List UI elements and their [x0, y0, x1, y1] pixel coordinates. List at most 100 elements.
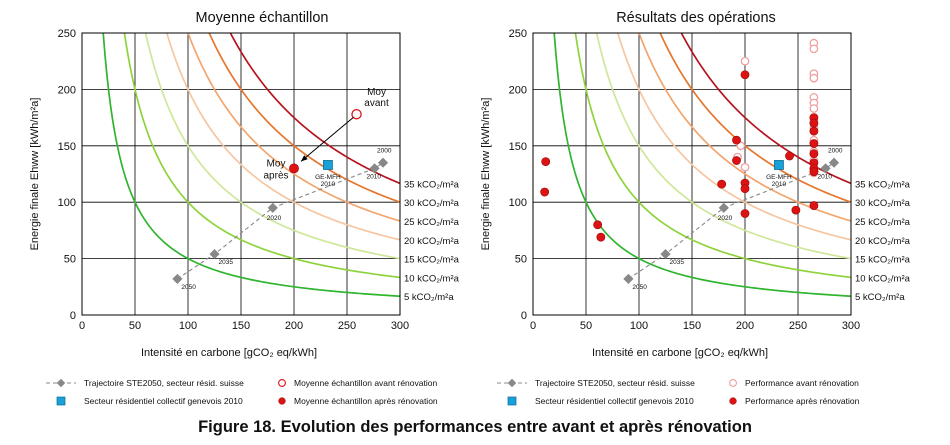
chart-title: Moyenne échantillon	[195, 10, 328, 26]
after-point	[809, 167, 819, 177]
iso-label-5: 5 kCO₂/m²a	[855, 292, 905, 303]
chart-1: Moyenne échantillon 5 kCO₂/m²a 10 kCO₂/m²a…	[29, 10, 460, 406]
trajectory-point	[820, 163, 831, 174]
legend-before-marker	[729, 379, 737, 387]
after-point	[596, 232, 606, 242]
x-tick-label: 300	[842, 320, 860, 332]
legend-after-marker	[278, 397, 286, 405]
iso-curve-5	[102, 33, 400, 298]
y-tick-label: 250	[58, 28, 76, 40]
after-point	[785, 151, 794, 161]
x-tick-label: 50	[580, 320, 592, 332]
trajectory-point	[718, 202, 729, 213]
iso-label-30: 30 kCO₂/m²a	[855, 198, 911, 209]
trajectory-year-label: 2010	[367, 173, 382, 180]
iso-curve-20	[165, 33, 400, 241]
before-point	[809, 73, 819, 83]
annotation-arrow	[300, 116, 354, 162]
annotation-moy-avant: Moy	[367, 87, 386, 98]
after-point	[717, 179, 727, 189]
y-tick-label: 100	[58, 197, 76, 209]
legend-trajectory-label: Trajectoire STE2050, secteur résid. suis…	[535, 378, 695, 388]
figure-caption: Figure 18. Evolution des performances en…	[198, 418, 752, 436]
x-tick-label: 200	[285, 320, 303, 332]
trajectory-point	[369, 163, 380, 174]
iso-label-15: 15 kCO₂/m²a	[855, 255, 911, 266]
trajectory-year-label: 2035	[670, 259, 685, 266]
iso-curve-15	[144, 33, 400, 260]
before-point	[351, 108, 362, 120]
legend-trajectory-marker	[56, 378, 66, 388]
gridlines	[533, 33, 851, 315]
trajectory-year-label: 2020	[267, 215, 282, 222]
trajectory-point	[828, 157, 840, 168]
after-point	[809, 201, 819, 210]
after-point	[289, 163, 299, 174]
after-point	[732, 156, 741, 165]
iso-curve-15	[595, 33, 851, 260]
iso-curve-20	[616, 33, 851, 241]
y-tick-label: 50	[64, 254, 76, 266]
after-point	[732, 135, 741, 145]
legend-before-label: Performance avant rénovation	[745, 378, 859, 388]
y-tick-label: 0	[521, 310, 527, 322]
chart-title: Résultats des opérations	[616, 10, 776, 26]
y-axis-label: Energie finale Ehww [kWh/m²a]	[29, 98, 41, 251]
trajectory-point	[660, 248, 671, 260]
trajectory-year-label: 2035	[219, 259, 234, 266]
after-point	[740, 209, 750, 218]
trajectory-point	[172, 273, 183, 284]
after-point	[541, 157, 551, 166]
trajectory-year-label: 2020	[718, 215, 733, 222]
iso-curve-25	[187, 33, 400, 222]
iso-label-25: 25 kCO₂/m²a	[855, 217, 911, 228]
iso-curve-30	[208, 33, 400, 204]
x-tick-label: 0	[79, 320, 85, 332]
after-point	[540, 187, 550, 197]
iso-curve-30	[659, 33, 851, 204]
iso-label-5: 5 kCO₂/m²a	[404, 292, 454, 303]
iso-curve-10	[123, 33, 400, 279]
x-axis-label: Intensité en carbone [gCO₂ eq/kWh]	[141, 347, 317, 359]
x-tick-label: 250	[789, 320, 807, 332]
y-axis-label: Energie finale Ehww [kWh/m²a]	[480, 98, 492, 251]
y-tick-label: 0	[70, 310, 76, 322]
iso-label-15: 15 kCO₂/m²a	[404, 255, 460, 266]
y-tick-label: 50	[515, 254, 527, 266]
legend: Trajectoire STE2050, secteur résid. suis…	[497, 378, 860, 406]
legend-trajectory-label: Trajectoire STE2050, secteur résid. suis…	[84, 378, 244, 388]
iso-label-10: 10 kCO₂/m²a	[855, 273, 911, 284]
legend-ge-mfh-marker	[56, 396, 66, 406]
before-point	[740, 162, 750, 172]
legend-before-label: Moyenne échantillon avant rénovation	[294, 378, 437, 388]
y-tick-label: 250	[509, 28, 527, 40]
x-tick-label: 100	[179, 320, 197, 332]
after-point	[593, 220, 603, 230]
x-tick-label: 250	[338, 320, 356, 332]
gridlines	[82, 33, 400, 315]
after-point	[791, 205, 801, 215]
trajectory-year-label: 2000	[828, 148, 843, 155]
before-point	[736, 141, 746, 151]
x-tick-label: 200	[736, 320, 754, 332]
trajectory-point	[623, 273, 634, 284]
iso-label-20: 20 kCO₂/m²a	[855, 236, 911, 247]
legend-after-label: Performance après rénovation	[745, 396, 860, 406]
ge-mfh-marker	[323, 160, 333, 170]
iso-label-30: 30 kCO₂/m²a	[404, 198, 460, 209]
y-tick-label: 100	[509, 197, 527, 209]
annotation-moy-avant: avant	[364, 98, 389, 109]
ge-mfh-label: 2010	[772, 181, 787, 188]
iso-label-35: 35 kCO₂/m²a	[404, 179, 460, 190]
ge-mfh-marker	[774, 160, 784, 170]
after-point	[809, 126, 819, 136]
legend-ge-mfh-label: Secteur résidentiel collectif genevois 2…	[535, 396, 694, 406]
ge-mfh-label: GE-MFH	[766, 174, 792, 181]
y-tick-label: 150	[58, 141, 76, 153]
annotation-moy-apres: Moy	[267, 158, 286, 169]
after-point	[740, 70, 750, 80]
legend-after-marker	[729, 397, 737, 405]
annotation-arrowhead	[301, 155, 308, 162]
trajectory-point	[377, 157, 389, 168]
